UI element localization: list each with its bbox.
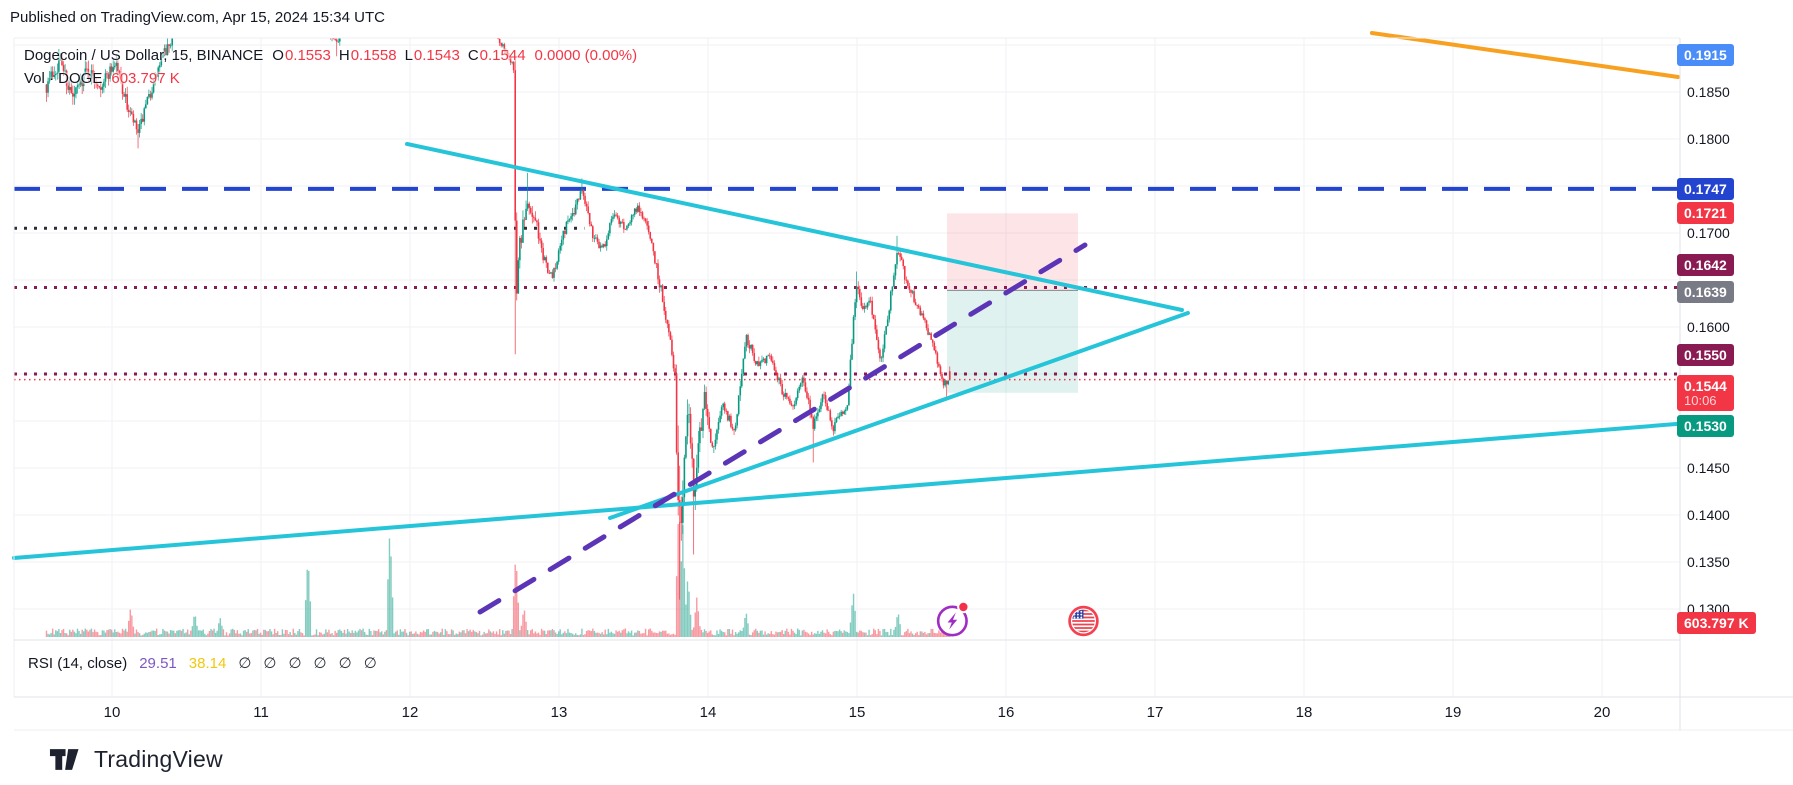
pane-borders — [13, 37, 1793, 731]
crypto-event-icon[interactable] — [936, 600, 970, 637]
tradingview-logo[interactable]: TradingView — [46, 746, 223, 773]
published-note: Published on TradingView.com, Apr 15, 20… — [10, 9, 385, 26]
rsi-empty-value: ∅ — [313, 655, 327, 672]
dotted-level-label: 0.1550 — [1677, 344, 1734, 366]
time-axis-label: 20 — [1593, 704, 1611, 721]
position-profit-zone[interactable] — [947, 290, 1078, 393]
volume-series — [45, 522, 951, 637]
tradingview-mark-icon — [49, 749, 79, 770]
time-axis-label: 18 — [1295, 704, 1313, 721]
symbol-legend[interactable]: Dogecoin / US Dollar, 15, BINANCE O0.155… — [24, 47, 637, 64]
dotted-level-label: 0.1642 — [1677, 254, 1734, 276]
ohlc-h: H0.1558 — [338, 47, 397, 64]
position-target-label: 0.1530 — [1677, 415, 1734, 437]
time-axis-label: 11 — [253, 704, 269, 721]
ohlc-l: L0.1543 — [404, 47, 460, 64]
rsi-empty-value: ∅ — [238, 655, 252, 672]
notification-dot-icon — [957, 600, 970, 614]
time-axis-label: 13 — [550, 704, 568, 721]
change-value: 0.0000 (0.00%) — [534, 47, 638, 64]
price-axis-label: 0.1800 — [1687, 131, 1730, 147]
price-axis-label: 0.1350 — [1687, 554, 1730, 570]
trendline-pennant-lower[interactable] — [607, 310, 1190, 521]
short-position-tool[interactable] — [947, 213, 1078, 393]
time-axis-label: 10 — [103, 704, 121, 721]
trendline-pennant-upper[interactable] — [405, 141, 1184, 312]
candlestick-series — [45, 38, 951, 600]
price-axis-label: 0.1700 — [1687, 225, 1730, 241]
rsi-empty-value: ∅ — [263, 655, 277, 672]
trendline-momentum[interactable] — [477, 242, 1088, 615]
rsi-legend[interactable]: RSI (14, close) 29.51 38.14 ∅ ∅ ∅ ∅ ∅ ∅ — [28, 654, 377, 672]
rsi-value: 29.51 — [139, 655, 177, 672]
trendline-upper-channel[interactable] — [1369, 30, 1680, 79]
time-axis-label: 16 — [997, 704, 1015, 721]
gridlines — [14, 38, 1680, 697]
rsi-empty-value: ∅ — [288, 655, 302, 672]
symbol-title: Dogecoin / US Dollar, 15, BINANCE — [24, 47, 264, 64]
volume-value-label: 603.797 K — [1677, 612, 1756, 634]
time-axis-label: 12 — [401, 704, 419, 721]
rsi-empty-values: ∅ ∅ ∅ ∅ ∅ ∅ — [238, 654, 376, 672]
brand-name: TradingView — [94, 746, 223, 772]
rsi-empty-value: ∅ — [363, 655, 377, 672]
trendline-long-support[interactable] — [11, 422, 1679, 560]
ohlc-c: C0.1544 — [467, 47, 526, 64]
volume-value: 603.797 K — [111, 70, 180, 87]
position-entry-label: 0.1639 — [1677, 281, 1734, 303]
position-stop-label: 0.1721 — [1677, 202, 1734, 224]
price-axis-label: 0.1450 — [1687, 460, 1730, 476]
ohlc-o: O0.1553 — [272, 47, 331, 64]
time-axis[interactable] — [14, 697, 1793, 730]
horizontal-levels[interactable] — [14, 186, 1680, 381]
position-risk-zone[interactable] — [947, 213, 1078, 291]
event-markers[interactable] — [936, 600, 1099, 637]
alert-level-label: 0.1915 — [1677, 44, 1734, 66]
rsi-ma-value: 38.14 — [188, 655, 227, 672]
last-price-label: 0.1544 10:06 — [1677, 375, 1734, 411]
resistance-level-label: 0.1747 — [1677, 178, 1734, 200]
ohlc-values: O0.1553 H0.1558 L0.1543 C0.1544 — [272, 47, 525, 64]
us-flag-event-icon[interactable] — [1068, 605, 1099, 637]
trendlines[interactable] — [11, 30, 1680, 615]
volume-legend[interactable]: Vol · DOGE 603.797 K — [24, 70, 180, 87]
time-axis-label: 14 — [699, 704, 717, 721]
volume-label: Vol · DOGE — [24, 70, 103, 87]
price-axis-label: 0.1850 — [1687, 84, 1730, 100]
rsi-name: RSI (14, close) — [28, 655, 128, 672]
time-axis-label: 19 — [1444, 704, 1462, 721]
time-axis-label: 15 — [848, 704, 866, 721]
rsi-empty-value: ∅ — [338, 655, 352, 672]
price-axis-label: 0.1400 — [1687, 507, 1730, 523]
price-axis-label: 0.1600 — [1687, 319, 1730, 335]
time-axis-label: 17 — [1146, 704, 1164, 721]
